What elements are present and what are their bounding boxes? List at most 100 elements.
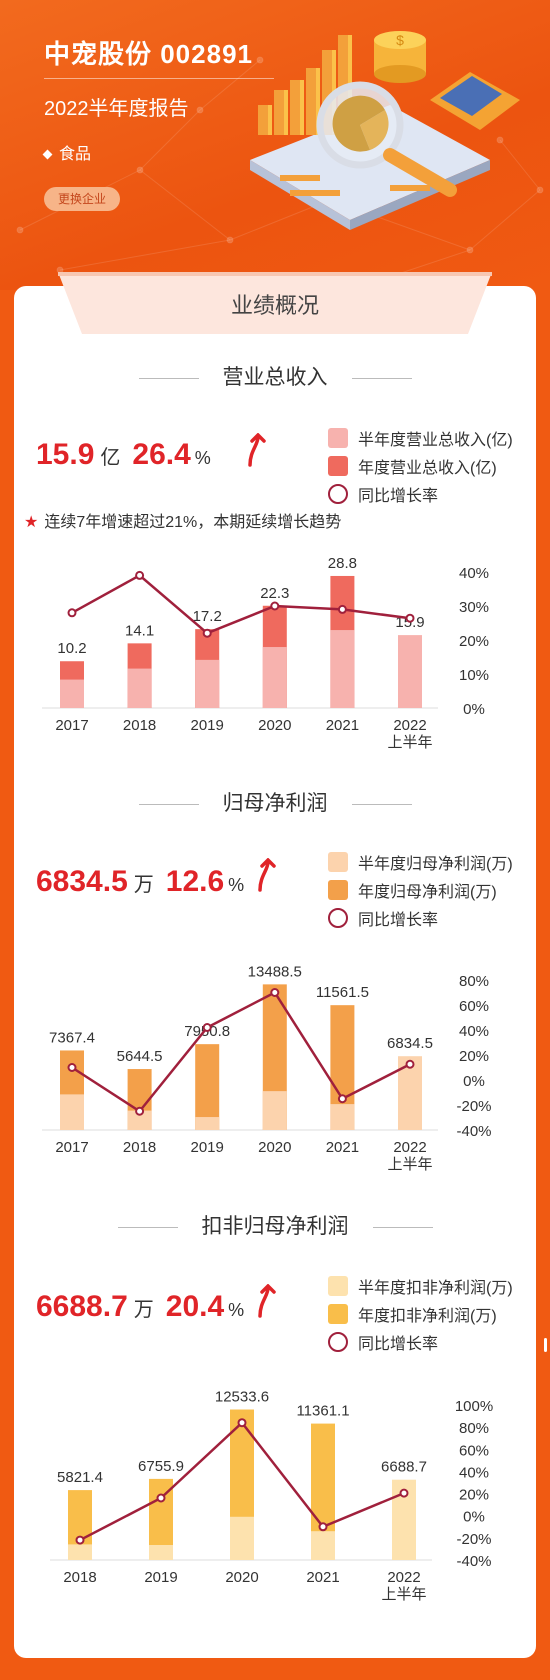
up-arrow-icon xyxy=(258,1284,276,1318)
right-axis-tick: 30% xyxy=(459,599,489,616)
growth-rate-point xyxy=(135,570,145,580)
growth-rate-point xyxy=(405,1059,415,1069)
x-tick-label: 上半年 xyxy=(387,734,432,751)
right-axis-tick: -20% xyxy=(456,1531,491,1548)
bar-half-year xyxy=(330,1104,355,1130)
data-label: 14.1 xyxy=(125,622,154,639)
kpi-unit: 万 xyxy=(133,874,154,896)
growth-rate-point xyxy=(270,601,280,611)
kpi-revenue: 15.9 亿 26.4% xyxy=(36,438,211,472)
right-axis-tick: 60% xyxy=(459,1442,489,1459)
growth-rate-point xyxy=(156,1493,166,1503)
legend-item: 同比增长率 xyxy=(328,1328,513,1356)
x-tick-label: 上半年 xyxy=(381,1586,426,1603)
data-label: 6755.9 xyxy=(138,1458,184,1475)
bar-half-year xyxy=(149,1544,173,1560)
data-label: 6688.7 xyxy=(381,1459,427,1476)
report-subtitle: 2022半年度报告 xyxy=(44,98,189,120)
data-label: 6834.5 xyxy=(387,1035,433,1052)
bar-half-year xyxy=(68,1544,92,1560)
kpi-growth: 20.4 xyxy=(165,1290,225,1323)
x-tick-label: 2019 xyxy=(144,1569,177,1586)
x-tick-label: 2020 xyxy=(225,1569,258,1586)
x-tick-label: 2020 xyxy=(258,717,291,734)
data-label: 12533.6 xyxy=(215,1389,269,1406)
legend-item: 年度归母净利润(万) xyxy=(328,876,513,904)
svg-text:$: $ xyxy=(396,32,404,48)
legend-item: 同比增长率 xyxy=(328,904,513,932)
legend-item: 年度扣非净利润(万) xyxy=(328,1300,513,1328)
legend-deducted-profit: 半年度扣非净利润(万) 年度扣非净利润(万) 同比增长率 xyxy=(328,1272,513,1356)
right-axis-tick: 80% xyxy=(459,973,489,990)
legend-net-profit: 半年度归母净利润(万) 年度归母净利润(万) 同比增长率 xyxy=(328,848,513,932)
right-axis-tick: 100% xyxy=(455,1398,493,1415)
data-label: 11561.5 xyxy=(316,984,369,1001)
x-tick-label: 2018 xyxy=(123,717,156,734)
kpi-unit: 万 xyxy=(133,1299,154,1321)
right-axis-tick: 20% xyxy=(459,1048,489,1065)
bar-half-year xyxy=(60,1094,84,1130)
bar-half-year xyxy=(230,1516,254,1560)
data-label: 5644.5 xyxy=(117,1048,163,1065)
up-arrow-icon xyxy=(258,858,276,892)
bar-half-year xyxy=(127,1110,152,1130)
section-title-revenue: 营业总收入 xyxy=(14,361,536,391)
x-tick-label: 上半年 xyxy=(387,1156,432,1173)
section-tab xyxy=(58,272,492,334)
data-label: 10.2 xyxy=(57,640,86,657)
kpi-value: 15.9 xyxy=(36,438,95,471)
kpi-unit: 亿 xyxy=(100,447,121,469)
data-label: 17.2 xyxy=(193,608,222,625)
growth-rate-point xyxy=(237,1418,247,1428)
growth-rate-point xyxy=(337,1094,347,1104)
growth-rate-point xyxy=(135,1106,145,1116)
bar-half-year xyxy=(398,635,422,708)
title-divider xyxy=(44,78,274,79)
x-tick-label: 2021 xyxy=(306,1569,339,1586)
kpi-deducted-profit: 6688.7 万 20.4% xyxy=(36,1290,244,1324)
performance-card xyxy=(14,286,536,1658)
legend-item: 年度营业总收入(亿) xyxy=(328,452,513,480)
industry-tag: 食品 xyxy=(42,140,91,164)
x-tick-label: 2018 xyxy=(123,1139,156,1156)
right-axis-tick: 0% xyxy=(463,1509,485,1526)
section-title-net-profit: 归母净利润 xyxy=(14,787,536,817)
kpi-growth: 12.6 xyxy=(165,865,225,898)
star-icon: ★ xyxy=(24,514,39,531)
finance-illustration: $ xyxy=(250,31,520,230)
x-tick-label: 2017 xyxy=(55,717,88,734)
data-label: 28.8 xyxy=(328,555,357,572)
growth-rate-point xyxy=(202,1023,212,1032)
x-tick-label: 2020 xyxy=(258,1139,291,1156)
right-axis-tick: -40% xyxy=(456,1123,491,1140)
highlight-note: ★ 连续7年增速超过21%，本期延续增长趋势 xyxy=(24,514,342,531)
bar-half-year xyxy=(127,668,152,708)
deducted-profit-chart: 100% 80% 60% 40% 20% 0% -20% -40% 5821.4 2018 6755… xyxy=(50,1389,493,1603)
growth-rate-point xyxy=(67,608,77,618)
kpi-net-profit: 6834.5 万 12.6% xyxy=(36,865,244,899)
data-label: 13488.5 xyxy=(248,963,302,980)
x-tick-label: 2017 xyxy=(55,1139,88,1156)
bar-half-year xyxy=(60,679,84,708)
x-tick-label: 2021 xyxy=(326,717,359,734)
right-axis-tick: 40% xyxy=(459,565,489,582)
bar-half-year xyxy=(311,1531,335,1560)
scroll-indicator[interactable] xyxy=(544,1338,547,1352)
kpi-pct: % xyxy=(228,1300,245,1320)
revenue-chart: 40% 30% 20% 10% 0% 10.2 2017 14.1 2018 17.2 2019 22… xyxy=(42,555,489,751)
growth-rate-point xyxy=(405,613,415,623)
switch-company-button[interactable]: 更换企业 xyxy=(44,187,120,211)
x-tick-label: 2019 xyxy=(191,717,224,734)
kpi-value: 6834.5 xyxy=(36,865,128,898)
bar-annual xyxy=(195,1044,220,1130)
legend-item: 同比增长率 xyxy=(328,480,513,508)
growth-rate-point xyxy=(202,628,212,638)
legend-revenue: 半年度营业总收入(亿) 年度营业总收入(亿) 同比增长率 xyxy=(328,424,513,508)
right-axis-tick: -20% xyxy=(456,1098,491,1115)
right-axis-tick: 0% xyxy=(463,701,485,718)
growth-rate-line xyxy=(71,990,411,1113)
up-arrow-icon xyxy=(248,433,266,467)
x-tick-label: 2019 xyxy=(191,1139,224,1156)
bar-half-year xyxy=(262,1091,287,1130)
tab-title: 业绩概况 xyxy=(230,293,319,318)
